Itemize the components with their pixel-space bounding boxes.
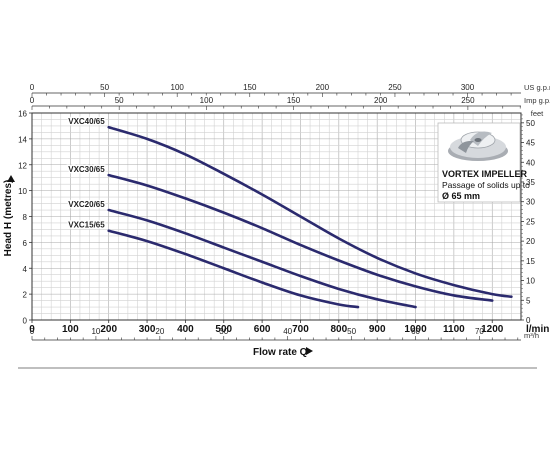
m3h-tick-label: 30 bbox=[219, 327, 228, 336]
head-axis: 0 2 4 6 8 10 12 14 16 bbox=[18, 110, 32, 326]
curve-labels: VXC40/65 VXC30/65 VXC20/65 VXC15/65 bbox=[67, 116, 107, 231]
series-line bbox=[107, 125, 513, 299]
x-tick-label: 1000 bbox=[404, 324, 427, 335]
x-tick-label: 1100 bbox=[443, 324, 465, 335]
m3h-tick-label: 40 bbox=[283, 327, 292, 336]
series-label: VXC15/65 bbox=[68, 221, 105, 230]
m3h-tick-label: 10 bbox=[91, 327, 100, 336]
us-gpm-axis-tick-label: 150 bbox=[243, 83, 257, 92]
feet-tick-label: 15 bbox=[526, 257, 535, 266]
feet-tick-label: 0 bbox=[526, 316, 531, 325]
feet-tick-label: 5 bbox=[526, 296, 531, 305]
x-tick-label: 0 bbox=[29, 324, 35, 335]
imp-gpm-axis-tick-label: 200 bbox=[374, 96, 388, 105]
y-tick-label: 16 bbox=[18, 110, 27, 119]
x-unit-label: l/min bbox=[526, 324, 549, 335]
m3h-unit-label: m³/h bbox=[524, 331, 539, 340]
series-line bbox=[107, 229, 360, 309]
series-label: VXC40/65 bbox=[68, 117, 105, 126]
imp-gpm-axis-tick-label: 100 bbox=[200, 96, 214, 105]
feet-tick-label: 20 bbox=[526, 237, 535, 246]
us-gpm-axis-tick-label: 300 bbox=[461, 83, 475, 92]
inset-line1: Passage of solids up to bbox=[442, 180, 530, 190]
imp-gpm-axis-tick-label: 50 bbox=[115, 96, 124, 105]
us-gpm-axis-tick-label: 100 bbox=[171, 83, 185, 92]
inset-title: VORTEX IMPELLER bbox=[442, 169, 528, 179]
x-tick-label: 100 bbox=[62, 324, 79, 335]
x-axis-label: Flow rate Q bbox=[253, 347, 308, 358]
series-label: VXC30/65 bbox=[68, 165, 105, 174]
impeller-inset: VORTEX IMPELLER Passage of solids up to … bbox=[437, 122, 530, 203]
feet-tick-label: 40 bbox=[526, 158, 535, 167]
m3h-tick-label: 70 bbox=[475, 327, 484, 336]
x-tick-label: 600 bbox=[254, 324, 271, 335]
us-gpm-axis-tick-label: 250 bbox=[388, 83, 402, 92]
series-line bbox=[107, 173, 494, 302]
y-tick-label: 8 bbox=[23, 213, 28, 222]
feet-tick-label: 10 bbox=[526, 277, 535, 286]
us-gpm-axis-unit-label: US g.p.m. bbox=[524, 83, 550, 92]
x-tick-label: 400 bbox=[177, 324, 194, 335]
y-tick-label: 2 bbox=[23, 291, 28, 300]
x-tick-label: 700 bbox=[292, 324, 309, 335]
x-axis-arrow-icon bbox=[306, 347, 313, 355]
bottom-flow-axes: 0 100 200 300 400 500 600 700 800 900 1000 1100 1200… bbox=[18, 320, 549, 369]
y-axis-label: Head H (metres) bbox=[3, 180, 14, 257]
y-tick-label: 0 bbox=[23, 317, 28, 326]
series-line bbox=[107, 208, 417, 309]
feet-tick-label: 45 bbox=[526, 139, 535, 148]
imp-gpm-axis-tick-label: 150 bbox=[287, 96, 301, 105]
imp-gpm-axis-unit-label: Imp g.p.m. bbox=[524, 96, 550, 105]
imp-gpm-axis-tick-label: 0 bbox=[30, 96, 35, 105]
us-gpm-axis-tick-label: 50 bbox=[100, 83, 109, 92]
series-label: VXC20/65 bbox=[68, 200, 105, 209]
x-tick-label: 200 bbox=[100, 324, 117, 335]
feet-unit-label: feet bbox=[531, 109, 544, 118]
x-tick-label: 500 bbox=[215, 324, 232, 335]
pump-curves bbox=[107, 125, 513, 309]
feet-tick-label: 50 bbox=[526, 119, 535, 128]
y-tick-label: 12 bbox=[18, 161, 27, 170]
y-tick-label: 6 bbox=[23, 239, 28, 248]
feet-tick-label: 35 bbox=[526, 178, 535, 187]
inset-line2: Ø 65 mm bbox=[442, 191, 480, 201]
impeller-image bbox=[448, 131, 508, 161]
m3h-tick-label: 0 bbox=[30, 327, 35, 336]
grid bbox=[31, 112, 522, 321]
m3h-tick-label: 20 bbox=[155, 327, 164, 336]
us-gpm-axis-tick-label: 0 bbox=[30, 83, 35, 92]
y-tick-label: 10 bbox=[18, 187, 27, 196]
y-axis-arrow-icon bbox=[7, 175, 15, 182]
x-tick-label: 800 bbox=[330, 324, 347, 335]
x-tick-label: 300 bbox=[139, 324, 156, 335]
us-gpm-axis-tick-label: 200 bbox=[316, 83, 330, 92]
x-tick-label: 900 bbox=[369, 324, 386, 335]
imp-gpm-axis-tick-label: 250 bbox=[461, 96, 475, 105]
y-tick-label: 14 bbox=[18, 135, 27, 144]
m3h-tick-label: 60 bbox=[411, 327, 420, 336]
feet-tick-label: 30 bbox=[526, 198, 535, 207]
x-tick-label: 1200 bbox=[481, 324, 504, 335]
feet-tick-label: 25 bbox=[526, 217, 535, 226]
y-tick-label: 4 bbox=[23, 265, 28, 274]
m3h-tick-label: 50 bbox=[347, 327, 356, 336]
